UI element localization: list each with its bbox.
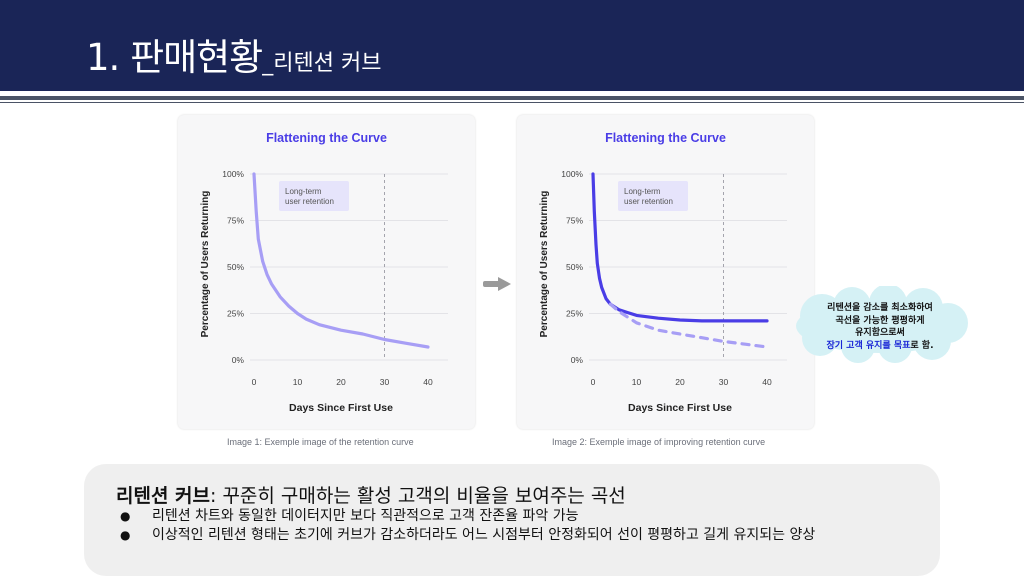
cloud-line: 곡선을 가능한 평평하게 — [835, 315, 925, 326]
summary-heading-bold: 리텐션 커브 — [116, 485, 211, 507]
chart-panel-2: Flattening the Curve 0% 25% 50% 75% 100% 0 10 20… — [517, 115, 814, 429]
retention-line — [591, 172, 769, 323]
chart-caption-1: Image 1: Exemple image of the retention … — [227, 437, 414, 447]
cloud-callout-text: 리텐션을 감소를 최소화하여 곡선을 가능한 평평하게 유지함으로써 장기 고객… — [796, 302, 964, 352]
x-tick-label: 40 — [762, 377, 772, 387]
x-tick-label: 10 — [632, 377, 642, 387]
summary-bullet: 이상적인 리텐션 형태는 초기에 커브가 감소하더라도 어느 시점부터 안정화되… — [120, 526, 920, 545]
x-tick-label: 40 — [423, 377, 433, 387]
retention-chart-svg: Flattening the Curve 0% 25% 50% 75% 100% 0 10 20… — [200, 131, 448, 414]
chart-caption-2: Image 2: Exemple image of improving rete… — [552, 437, 766, 447]
y-tick-label: 75% — [227, 216, 244, 226]
cloud-line: 리텐션을 감소를 최소화하여 — [827, 303, 933, 313]
header-bar — [0, 0, 1024, 91]
x-tick-label: 10 — [293, 377, 303, 387]
summary-heading-rest: : 꾸준히 구매하는 활성 고객의 비율을 보여주는 곡선 — [210, 485, 626, 507]
chart-panel-1: Flattening the Curve 0% 25% 50% 75% 100% 0 10 20… — [178, 115, 475, 429]
cloud-line: 유지함으로써 — [855, 328, 905, 338]
x-tick-label: 20 — [675, 377, 685, 387]
chart-title: Flattening the Curve — [266, 131, 387, 145]
divider-thick — [0, 96, 1024, 100]
x-tick-label: 0 — [252, 377, 257, 387]
x-tick-label: 30 — [380, 377, 390, 387]
y-tick-label: 75% — [566, 216, 583, 226]
y-tick-label: 50% — [566, 262, 583, 272]
annotation-label: Long-term — [285, 187, 322, 196]
summary-bullet: 리텐션 차트와 동일한 데이터지만 보다 직관적으로 고객 잔존율 파악 가능 — [120, 507, 920, 526]
divider-thin — [0, 102, 1024, 103]
x-axis-label: Days Since First Use — [289, 402, 393, 414]
x-tick-label: 0 — [591, 377, 596, 387]
retention-line — [252, 172, 430, 349]
annotation-box — [618, 181, 688, 211]
x-axis-label: Days Since First Use — [628, 402, 732, 414]
cloud-line-rest: 로 함. — [910, 340, 934, 351]
summary-heading: 리텐션 커브: 꾸준히 구매하는 활성 고객의 비율을 보여주는 곡선 — [116, 481, 626, 508]
retention-chart-svg: Flattening the Curve 0% 25% 50% 75% 100% 0 10 20… — [539, 131, 787, 414]
y-axis-label: Percentage of Users Returning — [200, 191, 211, 338]
cloud-highlight: 장기 고객 유지를 목표 — [826, 340, 911, 351]
annotation-label: Long-term — [624, 187, 661, 196]
page-title: 1. 판매현황_리텐션 커브 — [86, 36, 381, 86]
right-arrow-icon — [483, 277, 511, 291]
annotation-label: user retention — [624, 197, 673, 206]
retention-line-dashed — [608, 302, 769, 349]
y-tick-label: 50% — [227, 262, 244, 272]
y-tick-label: 25% — [566, 309, 583, 319]
summary-bullets: 리텐션 차트와 동일한 데이터지만 보다 직관적으로 고객 잔존율 파악 가능 … — [120, 507, 920, 545]
cloud-line: 장기 고객 유지를 목표로 함. — [796, 340, 964, 353]
chart-title: Flattening the Curve — [605, 131, 726, 145]
annotation-label: user retention — [285, 197, 334, 206]
y-tick-label: 0% — [571, 355, 584, 365]
y-axis-label: Percentage of Users Returning — [539, 191, 550, 338]
x-tick-label: 30 — [719, 377, 729, 387]
annotation-box — [279, 181, 349, 211]
y-tick-label: 100% — [561, 169, 583, 179]
y-tick-label: 25% — [227, 309, 244, 319]
cloud-callout — [796, 286, 968, 363]
page-title-main: 1. 판매현황 — [86, 36, 263, 79]
y-tick-label: 100% — [222, 169, 244, 179]
x-tick-label: 20 — [336, 377, 346, 387]
page-title-subtitle: _리텐션 커브 — [262, 51, 382, 76]
y-tick-label: 0% — [232, 355, 245, 365]
